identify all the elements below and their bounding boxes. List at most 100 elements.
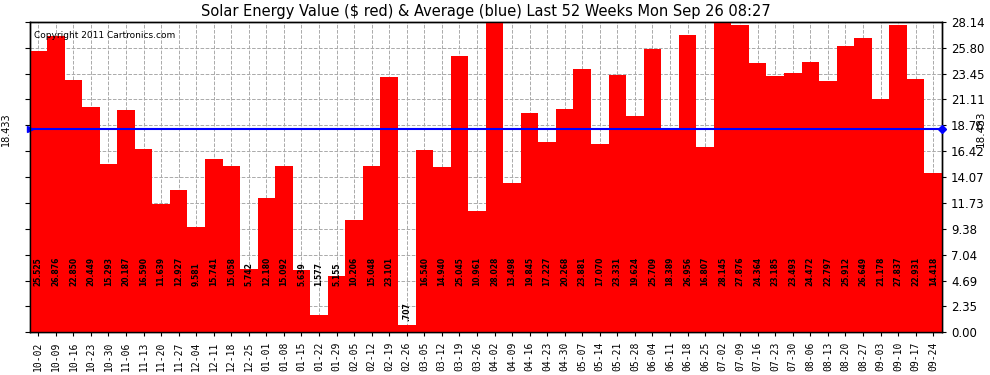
Bar	[30, 51, 48, 332]
Bar	[609, 75, 626, 332]
Bar	[205, 159, 223, 332]
Bar	[117, 110, 135, 332]
Bar	[64, 80, 82, 332]
Bar	[135, 149, 152, 332]
Text: 15.058: 15.058	[227, 257, 236, 286]
Text: 18.389: 18.389	[665, 256, 674, 286]
Bar	[819, 81, 837, 332]
Text: 25.709: 25.709	[647, 257, 657, 286]
Bar	[591, 144, 609, 332]
Bar	[48, 36, 64, 332]
Bar	[626, 116, 644, 332]
Bar	[363, 166, 380, 332]
Text: 22.797: 22.797	[824, 256, 833, 286]
Text: 23.185: 23.185	[771, 257, 780, 286]
Bar	[293, 270, 310, 332]
Bar	[187, 226, 205, 332]
Bar	[872, 99, 889, 332]
Bar	[100, 164, 117, 332]
Text: 23.493: 23.493	[788, 257, 797, 286]
Text: 26.876: 26.876	[51, 256, 60, 286]
Text: 19.845: 19.845	[525, 257, 534, 286]
Text: 20.449: 20.449	[86, 257, 95, 286]
Text: 28.028: 28.028	[490, 256, 499, 286]
Bar	[521, 113, 539, 332]
Text: 15.293: 15.293	[104, 257, 113, 286]
Text: .707: .707	[402, 302, 411, 321]
Text: 12.180: 12.180	[262, 256, 271, 286]
Text: 28.145: 28.145	[718, 257, 727, 286]
Text: 27.837: 27.837	[894, 256, 903, 286]
Text: 21.178: 21.178	[876, 256, 885, 286]
Bar	[416, 150, 433, 332]
Bar	[907, 79, 925, 332]
Bar	[837, 46, 854, 332]
Text: 23.331: 23.331	[613, 257, 622, 286]
Bar	[503, 183, 521, 332]
Text: 23.101: 23.101	[385, 257, 394, 286]
Text: 27.876: 27.876	[736, 256, 744, 286]
Text: 13.498: 13.498	[508, 256, 517, 286]
Text: 26.956: 26.956	[683, 257, 692, 286]
Text: Copyright 2011 Cartronics.com: Copyright 2011 Cartronics.com	[34, 31, 175, 40]
Bar	[380, 77, 398, 332]
Bar	[170, 190, 187, 332]
Bar	[398, 325, 416, 332]
Text: 26.649: 26.649	[858, 257, 867, 286]
Text: 22.850: 22.850	[69, 257, 78, 286]
Text: 5.155: 5.155	[332, 262, 342, 286]
Text: 16.590: 16.590	[139, 257, 148, 286]
Text: 24.472: 24.472	[806, 256, 815, 286]
Bar	[82, 106, 100, 332]
Text: 23.881: 23.881	[578, 256, 587, 286]
Text: 9.581: 9.581	[192, 262, 201, 286]
Bar	[714, 22, 732, 332]
Bar	[433, 168, 450, 332]
Text: 15.741: 15.741	[209, 257, 218, 286]
Text: 20.187: 20.187	[122, 256, 131, 286]
Bar	[486, 23, 503, 332]
Bar	[152, 204, 170, 332]
Text: 17.227: 17.227	[543, 256, 551, 286]
Bar	[468, 211, 486, 332]
Bar	[450, 56, 468, 332]
Text: 25.045: 25.045	[455, 257, 464, 286]
Text: 12.927: 12.927	[174, 256, 183, 286]
Bar	[240, 269, 257, 332]
Bar	[223, 166, 240, 332]
Bar	[661, 129, 679, 332]
Bar	[328, 276, 346, 332]
Bar	[766, 76, 784, 332]
Bar	[748, 63, 766, 332]
Text: 10.206: 10.206	[349, 257, 358, 286]
Bar	[346, 220, 363, 332]
Bar	[889, 25, 907, 332]
Bar	[644, 49, 661, 332]
Text: 5.639: 5.639	[297, 262, 306, 286]
Bar	[275, 166, 293, 332]
Bar	[802, 62, 819, 332]
Text: 25.525: 25.525	[34, 257, 43, 286]
Bar	[573, 69, 591, 332]
Bar	[556, 109, 573, 332]
Bar	[925, 173, 941, 332]
Text: 14.940: 14.940	[438, 257, 446, 286]
Bar	[257, 198, 275, 332]
Bar	[732, 25, 748, 332]
Text: 10.961: 10.961	[472, 257, 481, 286]
Text: 18.433: 18.433	[976, 111, 986, 147]
Bar	[310, 315, 328, 332]
Text: 24.364: 24.364	[753, 257, 762, 286]
Text: 18.433: 18.433	[1, 112, 11, 146]
Bar	[539, 142, 556, 332]
Text: 17.070: 17.070	[595, 256, 604, 286]
Text: 14.418: 14.418	[929, 256, 938, 286]
Text: 11.639: 11.639	[156, 257, 165, 286]
Text: 15.092: 15.092	[279, 257, 288, 286]
Bar	[784, 73, 802, 332]
Bar	[696, 147, 714, 332]
Text: 16.807: 16.807	[701, 256, 710, 286]
Text: 16.540: 16.540	[420, 257, 429, 286]
Title: Solar Energy Value ($ red) & Average (blue) Last 52 Weeks Mon Sep 26 08:27: Solar Energy Value ($ red) & Average (bl…	[201, 4, 770, 19]
Text: 25.912: 25.912	[841, 257, 850, 286]
